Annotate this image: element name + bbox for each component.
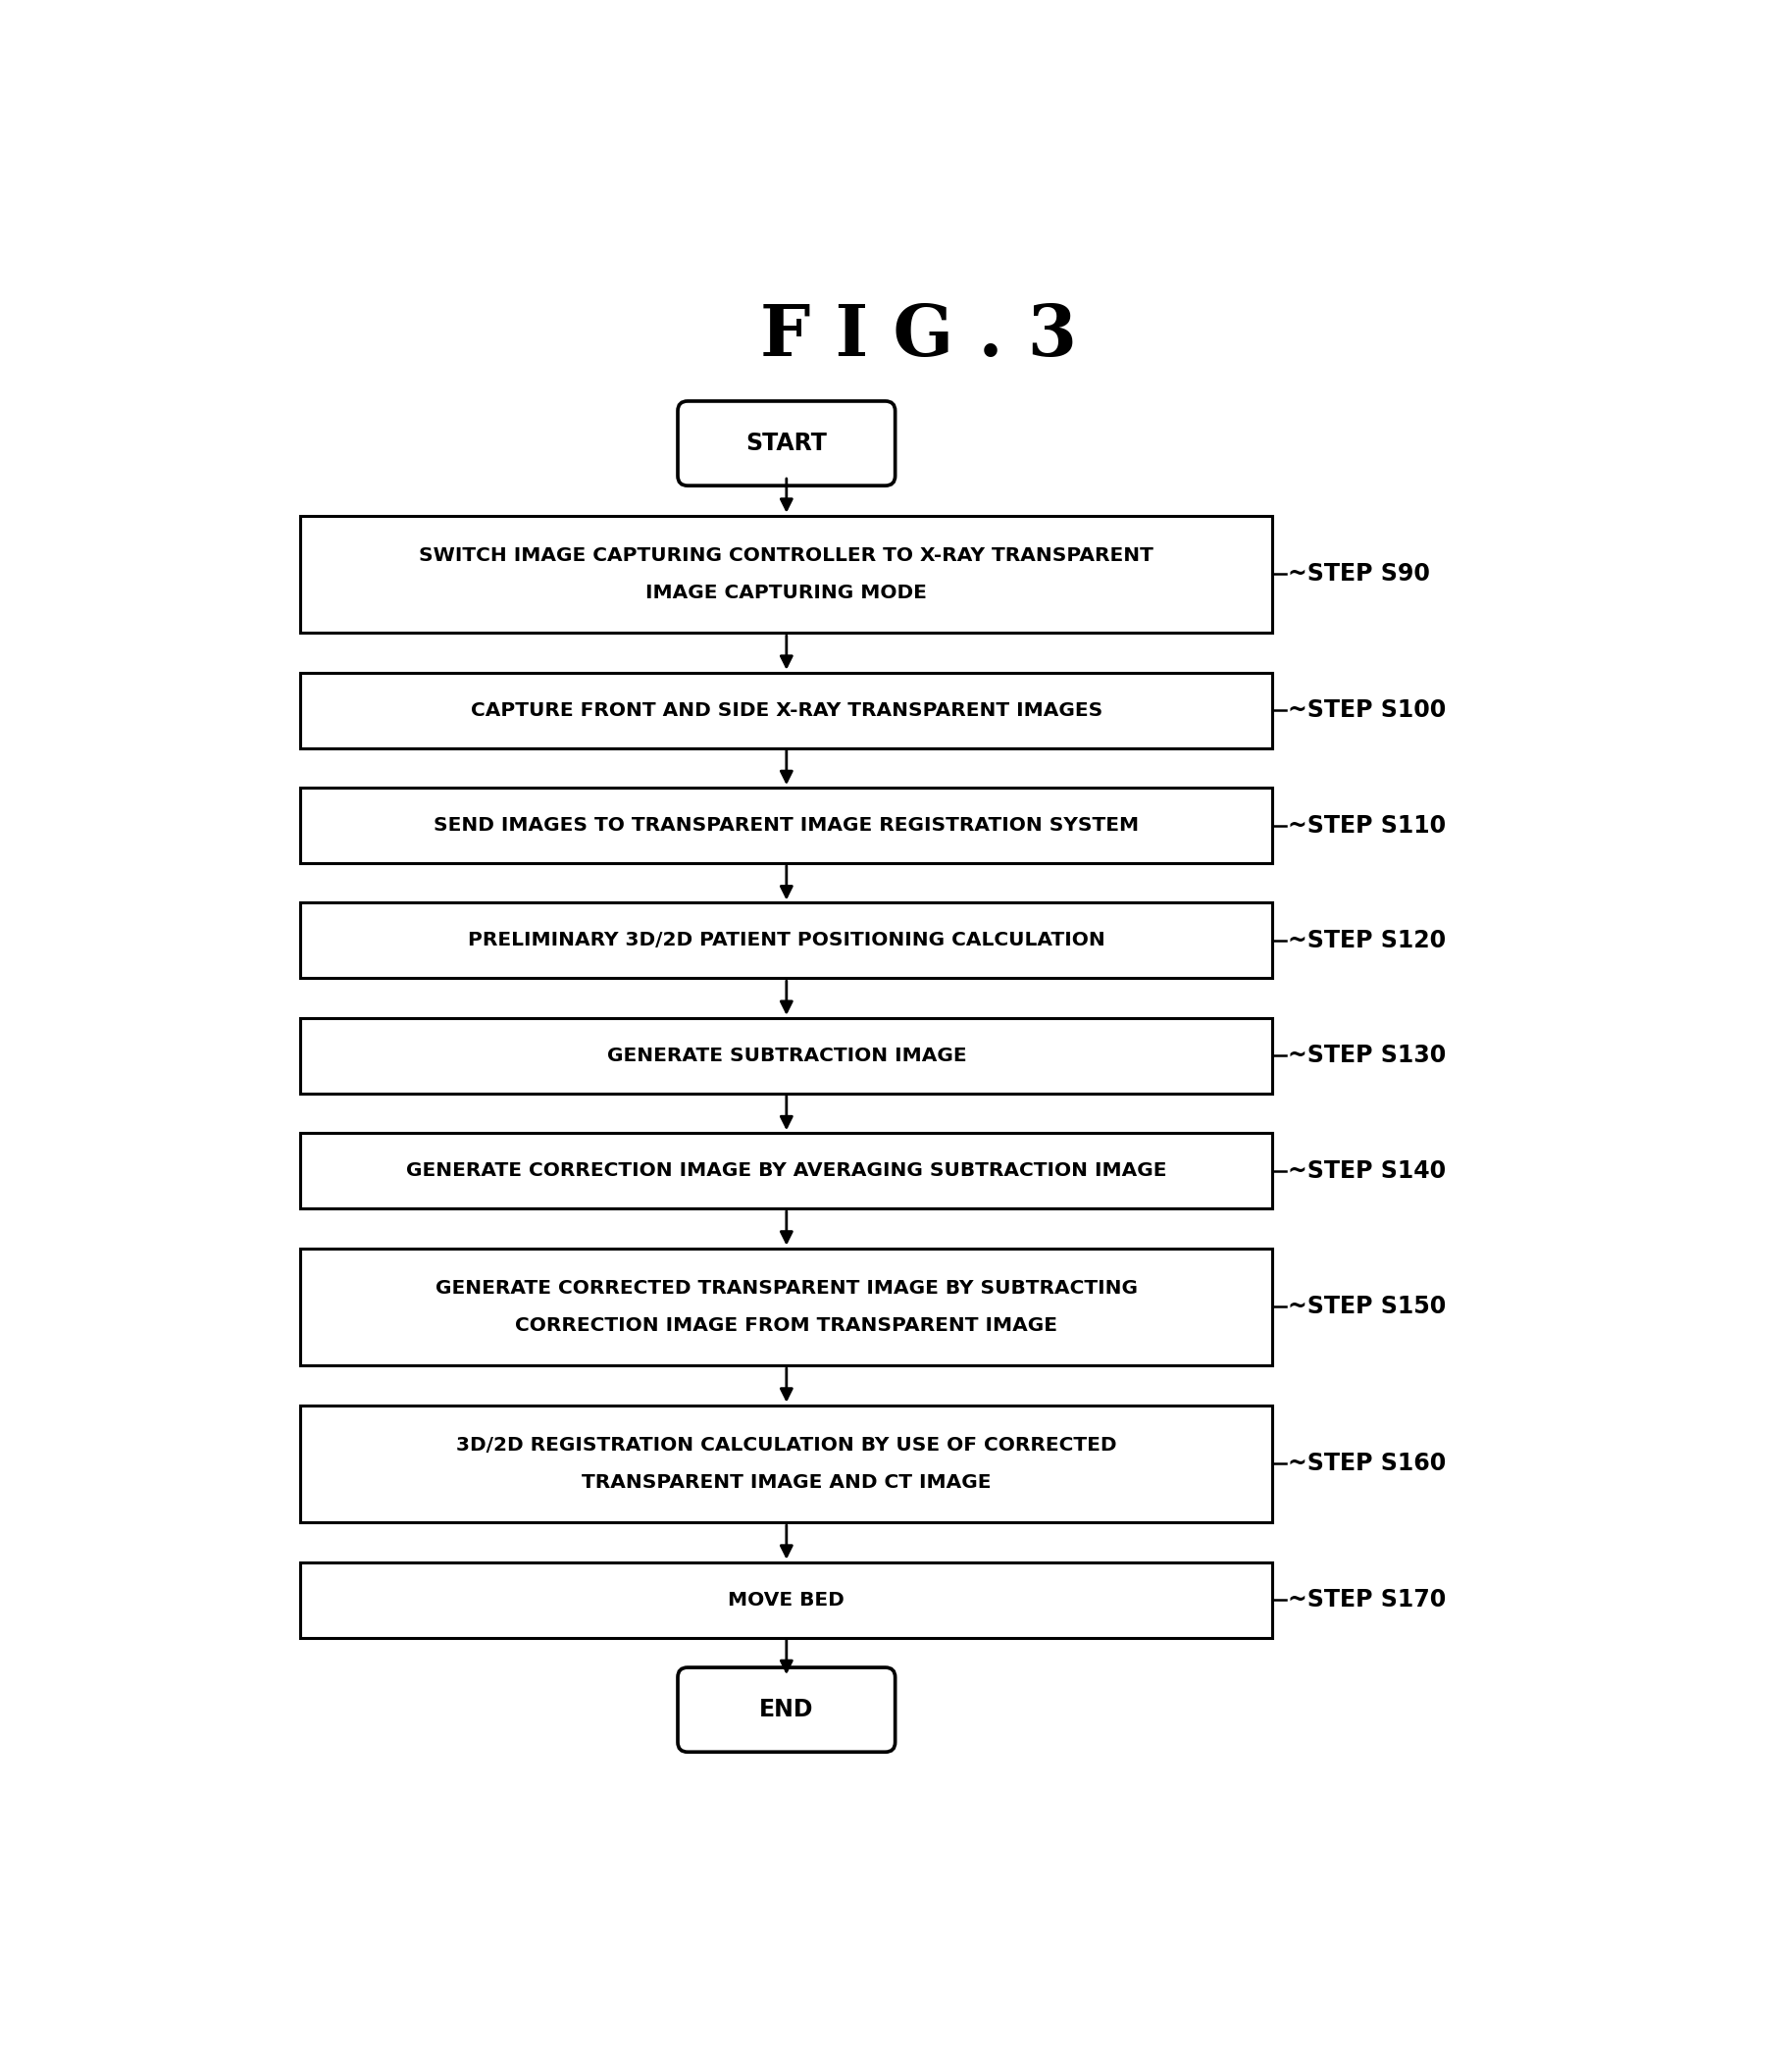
Text: ~STEP S110: ~STEP S110 <box>1288 814 1446 837</box>
Text: ~STEP S160: ~STEP S160 <box>1288 1453 1446 1475</box>
Bar <box>301 788 1272 863</box>
Text: TRANSPARENT IMAGE AND CT IMAGE: TRANSPARENT IMAGE AND CT IMAGE <box>582 1473 991 1492</box>
Text: ~STEP S130: ~STEP S130 <box>1288 1043 1446 1068</box>
Bar <box>301 902 1272 978</box>
Text: SEND IMAGES TO TRANSPARENT IMAGE REGISTRATION SYSTEM: SEND IMAGES TO TRANSPARENT IMAGE REGISTR… <box>434 816 1140 835</box>
Text: ~STEP S90: ~STEP S90 <box>1288 563 1430 585</box>
Text: ~STEP S100: ~STEP S100 <box>1288 698 1446 722</box>
Text: SWITCH IMAGE CAPTURING CONTROLLER TO X-RAY TRANSPARENT: SWITCH IMAGE CAPTURING CONTROLLER TO X-R… <box>419 546 1154 565</box>
Text: GENERATE CORRECTED TRANSPARENT IMAGE BY SUBTRACTING: GENERATE CORRECTED TRANSPARENT IMAGE BY … <box>435 1279 1138 1297</box>
Bar <box>301 1248 1272 1365</box>
Text: END: END <box>760 1698 814 1721</box>
FancyBboxPatch shape <box>677 1667 896 1751</box>
Text: ~STEP S140: ~STEP S140 <box>1288 1158 1446 1183</box>
Text: ~STEP S120: ~STEP S120 <box>1288 929 1446 951</box>
Text: ~STEP S150: ~STEP S150 <box>1288 1295 1446 1318</box>
Text: START: START <box>745 432 828 454</box>
Bar <box>301 1406 1272 1522</box>
Text: GENERATE SUBTRACTION IMAGE: GENERATE SUBTRACTION IMAGE <box>607 1046 966 1064</box>
FancyBboxPatch shape <box>677 401 896 485</box>
Text: CORRECTION IMAGE FROM TRANSPARENT IMAGE: CORRECTION IMAGE FROM TRANSPARENT IMAGE <box>516 1316 1057 1334</box>
Text: 3D/2D REGISTRATION CALCULATION BY USE OF CORRECTED: 3D/2D REGISTRATION CALCULATION BY USE OF… <box>457 1436 1116 1455</box>
Text: MOVE BED: MOVE BED <box>728 1590 844 1608</box>
Bar <box>301 1133 1272 1209</box>
Text: PRELIMINARY 3D/2D PATIENT POSITIONING CALCULATION: PRELIMINARY 3D/2D PATIENT POSITIONING CA… <box>468 931 1106 949</box>
Text: CAPTURE FRONT AND SIDE X-RAY TRANSPARENT IMAGES: CAPTURE FRONT AND SIDE X-RAY TRANSPARENT… <box>471 702 1102 720</box>
Bar <box>301 673 1272 749</box>
Text: GENERATE CORRECTION IMAGE BY AVERAGING SUBTRACTION IMAGE: GENERATE CORRECTION IMAGE BY AVERAGING S… <box>407 1162 1167 1181</box>
Bar <box>301 1019 1272 1093</box>
Text: IMAGE CAPTURING MODE: IMAGE CAPTURING MODE <box>645 583 926 602</box>
Text: ~STEP S170: ~STEP S170 <box>1288 1588 1446 1612</box>
Text: F I G . 3: F I G . 3 <box>760 301 1077 370</box>
Bar <box>301 1563 1272 1637</box>
Bar <box>301 516 1272 632</box>
